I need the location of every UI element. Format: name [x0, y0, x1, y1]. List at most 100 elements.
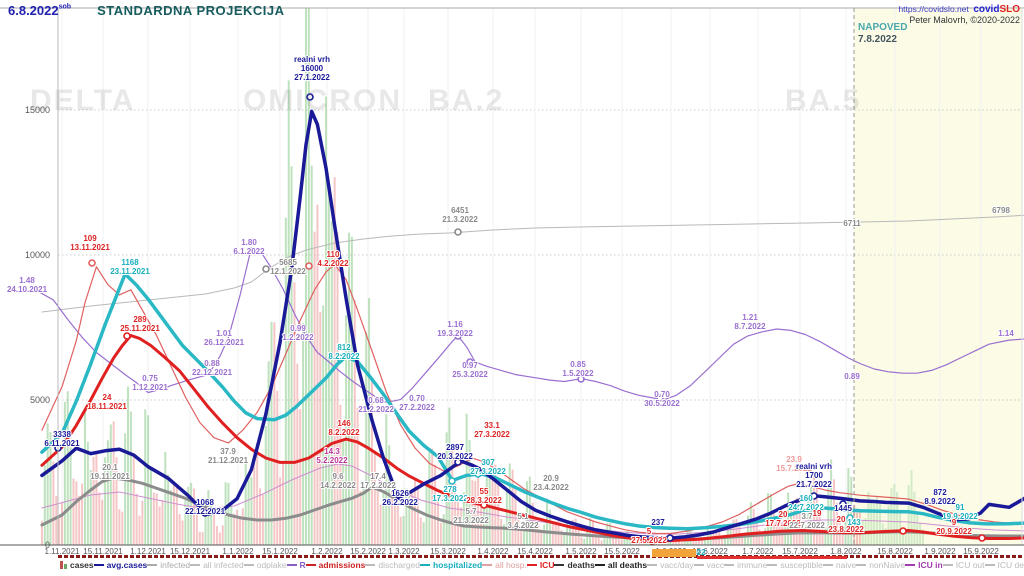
cases-bar — [818, 504, 821, 545]
legend-item-hospitalized[interactable]: hospitalized — [420, 560, 482, 570]
cases-bar — [810, 484, 813, 545]
annotation: 1068 22.12.2021 — [184, 498, 226, 516]
cases-bar — [259, 488, 262, 545]
legend-item-infected[interactable]: infected — [147, 560, 190, 570]
legend-item-all-infected[interactable]: all infected — [190, 560, 244, 570]
cases-bar — [540, 529, 543, 545]
legend-item-cases[interactable]: cases — [60, 560, 94, 570]
data-point-marker — [336, 354, 344, 362]
legend-item-icu-in[interactable]: ICU in — [905, 560, 943, 570]
legend-item-label: ICU out — [955, 560, 985, 570]
cases-bar — [660, 542, 663, 545]
cases-bar — [238, 515, 241, 545]
cases-bar — [643, 541, 646, 545]
series-line-icon — [554, 564, 565, 566]
annotation: 14.3 5.2.2022 — [316, 447, 348, 465]
data-point-marker — [480, 501, 488, 509]
legend-item-icu-deaths[interactable]: ICU deaths — [984, 560, 1024, 570]
legend-item-avg-cases[interactable]: avg.cases — [93, 560, 147, 570]
cases-bar — [81, 483, 84, 545]
cases-bar — [896, 491, 899, 545]
cases-bar — [304, 8, 307, 545]
cases-bar — [761, 534, 764, 545]
cases-bar — [106, 440, 109, 545]
cases-bar — [43, 465, 46, 545]
x-tick-label: 15.9.2022 — [963, 547, 999, 556]
legend-item-label: all infected — [203, 560, 244, 570]
x-tick-label: 1.9.2022 — [924, 547, 956, 556]
annotation: 6798 — [992, 206, 1010, 215]
legend-item-naive[interactable]: naive — [822, 560, 856, 570]
annotation: 1168 23.11.2021 — [110, 258, 150, 276]
legend-item-icu-out[interactable]: ICU out — [942, 560, 985, 570]
x-tick-label: 1.12.2021 — [130, 547, 166, 556]
cases-bar — [663, 542, 666, 545]
site-url-link[interactable]: https://covidslo.net — [898, 4, 969, 14]
cases-bar — [385, 414, 388, 545]
cases-bar — [83, 409, 86, 545]
annotation: 0.88 22.12.2021 — [191, 359, 233, 377]
legend-item-nonnaive[interactable]: nonNaive — [856, 560, 905, 570]
series-line-icon — [93, 564, 104, 566]
annotation: 307 27.3.2022 — [470, 458, 506, 476]
cases-bar — [342, 440, 345, 545]
legend-item-discharged[interactable]: discharged — [365, 560, 420, 570]
legend-item-admissions[interactable]: admissions — [305, 560, 365, 570]
annotation: 3.7 22.7.2022 — [789, 512, 825, 530]
annotation: realni vrh 16000 27.1.2022 — [293, 55, 331, 82]
data-point-marker — [839, 500, 847, 508]
cases-bar — [847, 468, 850, 545]
cases-bar — [204, 502, 207, 545]
legend-item-odplake[interactable]: odplake — [243, 560, 287, 570]
annotation: 1626 26.2.2022 — [382, 489, 418, 507]
series-all-hosp- — [41, 214, 1024, 313]
annotation: 20.9 23.4.2022 — [533, 474, 569, 492]
cases-bar — [155, 493, 158, 545]
legend-item-vacc[interactable]: vacc — [693, 560, 724, 570]
cases-bar — [195, 509, 198, 545]
cases-bar — [482, 504, 485, 545]
legend-item-label: immune — [737, 560, 768, 570]
series-line-icon — [365, 564, 376, 566]
legend-item-susceptible[interactable]: susceptible — [767, 560, 823, 570]
y-tick-label: 15000 — [24, 105, 50, 115]
cases-bar — [339, 404, 342, 545]
legend-item-deaths[interactable]: deaths — [554, 560, 595, 570]
legend-item-vacc-day[interactable]: vacc/day — [647, 560, 694, 570]
cases-bar — [336, 232, 339, 546]
legend-item-all-deaths[interactable]: all deaths — [594, 560, 647, 570]
annotation: 0.89 — [844, 372, 860, 381]
cases-bar — [215, 526, 218, 545]
cases-bar — [152, 492, 155, 545]
cases-bar — [330, 221, 333, 545]
cases-bar — [635, 536, 637, 545]
cases-bar — [353, 299, 356, 545]
series-line-icon — [984, 564, 995, 566]
series-line-icon — [767, 564, 778, 566]
legend-item-immune[interactable]: immune — [724, 560, 767, 570]
x-tick-label: 15.3.2022 — [430, 547, 466, 556]
legend-item-label: infected — [160, 560, 191, 570]
legend-item-label: all hosp. — [495, 560, 527, 570]
cases-bar — [411, 489, 414, 545]
cases-bar — [890, 488, 893, 545]
legend-item-all-hosp-[interactable]: all hosp. — [482, 560, 527, 570]
cases-bar — [307, 8, 310, 545]
annotation: 20.1 19.11.2021 — [90, 463, 130, 481]
cases-bar — [706, 528, 709, 545]
annotation: 1.01 26.12.2021 — [203, 329, 245, 347]
cases-bar — [764, 528, 767, 545]
annotation: 278 17.3.2022 — [432, 485, 468, 503]
cases-bar — [431, 448, 434, 545]
timeline-highlight-strip — [652, 549, 696, 557]
legend-item-r[interactable]: R — [286, 560, 306, 570]
cases-bar — [109, 424, 112, 545]
data-point-marker — [88, 259, 96, 267]
timeline-highlight-strip — [697, 556, 847, 559]
annotation: 237 — [651, 518, 665, 527]
cases-bar — [772, 513, 775, 545]
cases-bar — [322, 305, 325, 545]
cases-bar — [680, 542, 683, 545]
legend-item-icu[interactable]: ICU — [526, 560, 554, 570]
legend-item-label: ICU in — [918, 560, 943, 570]
